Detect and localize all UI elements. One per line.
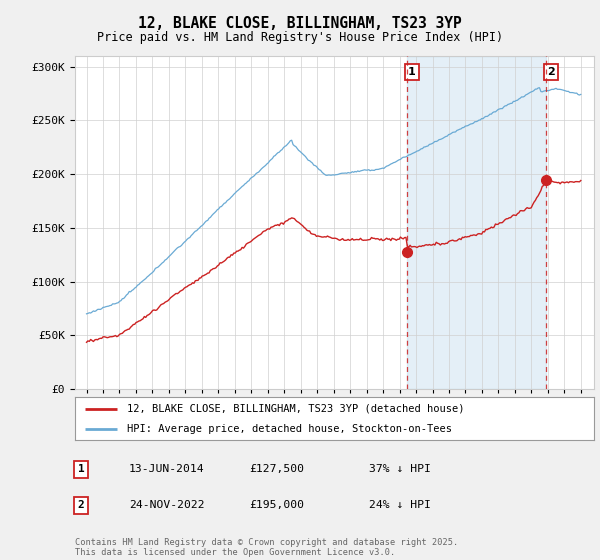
Text: 37% ↓ HPI: 37% ↓ HPI [369, 464, 431, 474]
Text: 12, BLAKE CLOSE, BILLINGHAM, TS23 3YP (detached house): 12, BLAKE CLOSE, BILLINGHAM, TS23 3YP (d… [127, 404, 464, 414]
Text: £127,500: £127,500 [249, 464, 304, 474]
Text: 12, BLAKE CLOSE, BILLINGHAM, TS23 3YP: 12, BLAKE CLOSE, BILLINGHAM, TS23 3YP [138, 16, 462, 31]
Bar [407, 56, 546, 389]
Text: 1: 1 [408, 67, 416, 77]
Text: 13-JUN-2014: 13-JUN-2014 [129, 464, 205, 474]
Text: £195,000: £195,000 [249, 500, 304, 510]
Text: 2: 2 [77, 500, 85, 510]
Text: 2: 2 [547, 67, 555, 77]
Text: Contains HM Land Registry data © Crown copyright and database right 2025.
This d: Contains HM Land Registry data © Crown c… [75, 538, 458, 557]
Text: HPI: Average price, detached house, Stockton-on-Tees: HPI: Average price, detached house, Stoc… [127, 424, 452, 434]
Text: Price paid vs. HM Land Registry's House Price Index (HPI): Price paid vs. HM Land Registry's House … [97, 31, 503, 44]
Text: 24-NOV-2022: 24-NOV-2022 [129, 500, 205, 510]
Text: 1: 1 [77, 464, 85, 474]
Text: 24% ↓ HPI: 24% ↓ HPI [369, 500, 431, 510]
